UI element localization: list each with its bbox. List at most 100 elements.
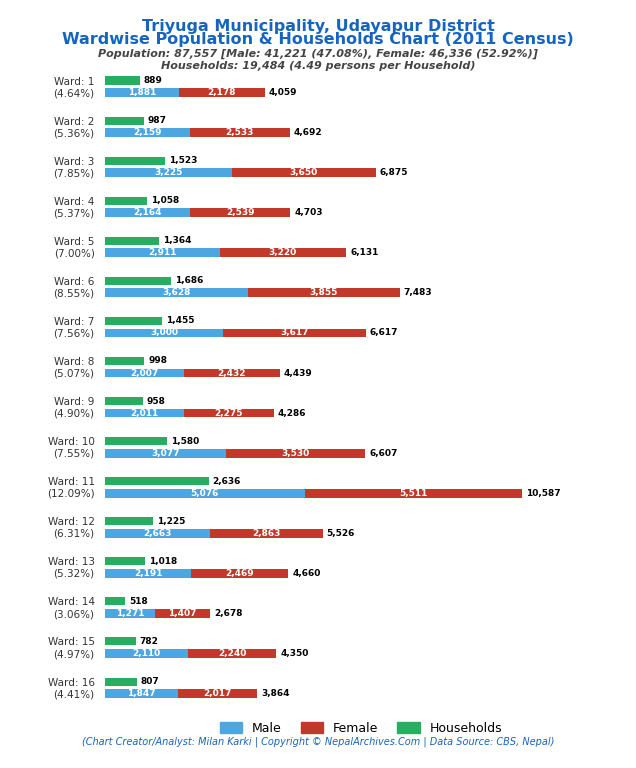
- Bar: [190, 128, 290, 137]
- Bar: [226, 449, 365, 458]
- Text: 2,110: 2,110: [132, 649, 161, 658]
- Bar: [105, 208, 190, 217]
- Bar: [105, 518, 153, 525]
- Text: 2,636: 2,636: [212, 477, 241, 485]
- Bar: [210, 529, 322, 538]
- Bar: [105, 488, 305, 498]
- Bar: [105, 689, 177, 698]
- Text: 807: 807: [141, 677, 160, 686]
- Text: 3,220: 3,220: [269, 248, 297, 257]
- Bar: [105, 317, 162, 325]
- Text: 2,017: 2,017: [204, 689, 232, 698]
- Text: 1,018: 1,018: [149, 557, 177, 566]
- Text: 3,650: 3,650: [290, 168, 318, 177]
- Bar: [105, 157, 165, 164]
- Text: 1,881: 1,881: [128, 88, 156, 97]
- Bar: [179, 88, 265, 97]
- Bar: [191, 569, 289, 578]
- Text: 1,686: 1,686: [176, 276, 204, 286]
- Bar: [190, 208, 290, 217]
- Bar: [105, 677, 137, 686]
- Text: 2,432: 2,432: [218, 369, 246, 378]
- Text: 3,628: 3,628: [162, 288, 191, 297]
- Bar: [105, 197, 147, 205]
- Text: 3,864: 3,864: [261, 689, 289, 698]
- Text: 2,240: 2,240: [218, 649, 246, 658]
- Bar: [105, 649, 188, 658]
- Legend: Male, Female, Households: Male, Female, Households: [214, 717, 508, 740]
- Bar: [105, 128, 190, 137]
- Text: 2,469: 2,469: [226, 569, 254, 578]
- Bar: [155, 609, 211, 617]
- Bar: [219, 248, 347, 257]
- Text: 4,350: 4,350: [280, 649, 308, 658]
- Bar: [105, 609, 155, 617]
- Bar: [105, 449, 226, 458]
- Text: 958: 958: [147, 396, 165, 406]
- Text: Population: 87,557 [Male: 41,221 (47.08%), Female: 46,336 (52.92%)]: Population: 87,557 [Male: 41,221 (47.08%…: [98, 49, 538, 59]
- Text: 2,533: 2,533: [226, 128, 254, 137]
- Text: 987: 987: [148, 116, 167, 125]
- Bar: [105, 117, 144, 124]
- Bar: [105, 77, 140, 84]
- Text: 3,225: 3,225: [155, 168, 183, 177]
- Bar: [223, 329, 366, 337]
- Bar: [105, 168, 232, 177]
- Bar: [105, 248, 219, 257]
- Text: 4,692: 4,692: [294, 128, 322, 137]
- Text: Wardwise Population & Households Chart (2011 Census): Wardwise Population & Households Chart (…: [62, 32, 574, 48]
- Text: 7,483: 7,483: [404, 288, 432, 297]
- Text: 5,511: 5,511: [399, 488, 427, 498]
- Text: 4,660: 4,660: [293, 569, 321, 578]
- Bar: [105, 569, 191, 578]
- Bar: [105, 558, 145, 565]
- Text: 3,617: 3,617: [280, 329, 308, 337]
- Text: 1,407: 1,407: [169, 609, 197, 618]
- Text: 2,275: 2,275: [215, 409, 243, 418]
- Bar: [105, 637, 135, 645]
- Text: 2,539: 2,539: [226, 208, 254, 217]
- Text: 2,911: 2,911: [148, 248, 177, 257]
- Text: Households: 19,484 (4.49 persons per Household): Households: 19,484 (4.49 persons per Hou…: [161, 61, 475, 71]
- Bar: [232, 168, 376, 177]
- Bar: [105, 397, 142, 405]
- Text: 6,607: 6,607: [369, 449, 398, 458]
- Text: 2,011: 2,011: [130, 409, 158, 418]
- Bar: [105, 329, 223, 337]
- Text: 889: 889: [144, 76, 163, 85]
- Text: 1,271: 1,271: [116, 609, 144, 618]
- Text: 4,439: 4,439: [284, 369, 312, 378]
- Bar: [105, 437, 167, 445]
- Bar: [188, 649, 276, 658]
- Bar: [105, 529, 210, 538]
- Text: 1,364: 1,364: [163, 237, 191, 245]
- Text: 1,225: 1,225: [157, 517, 186, 526]
- Bar: [105, 409, 184, 418]
- Bar: [105, 357, 144, 365]
- Text: 4,286: 4,286: [278, 409, 306, 418]
- Bar: [105, 289, 248, 297]
- Bar: [105, 276, 171, 285]
- Text: 2,164: 2,164: [134, 208, 162, 217]
- Text: 2,178: 2,178: [208, 88, 236, 97]
- Bar: [177, 689, 257, 698]
- Text: 782: 782: [140, 637, 158, 646]
- Bar: [105, 477, 209, 485]
- Text: (Chart Creator/Analyst: Milan Karki | Copyright © NepalArchives.Com | Data Sourc: (Chart Creator/Analyst: Milan Karki | Co…: [82, 737, 554, 747]
- Bar: [184, 409, 273, 418]
- Text: 518: 518: [129, 597, 148, 606]
- Text: 3,855: 3,855: [310, 288, 338, 297]
- Text: 2,663: 2,663: [143, 529, 172, 538]
- Text: 2,863: 2,863: [252, 529, 280, 538]
- Text: 3,530: 3,530: [282, 449, 310, 458]
- Text: 1,523: 1,523: [169, 156, 197, 165]
- Text: 2,159: 2,159: [133, 128, 162, 137]
- Text: 6,131: 6,131: [350, 248, 378, 257]
- Bar: [184, 369, 280, 377]
- Bar: [105, 88, 179, 97]
- Text: 10,587: 10,587: [526, 488, 560, 498]
- Bar: [105, 598, 125, 605]
- Text: 998: 998: [148, 356, 167, 366]
- Text: 2,678: 2,678: [214, 609, 243, 618]
- Text: 3,000: 3,000: [150, 329, 178, 337]
